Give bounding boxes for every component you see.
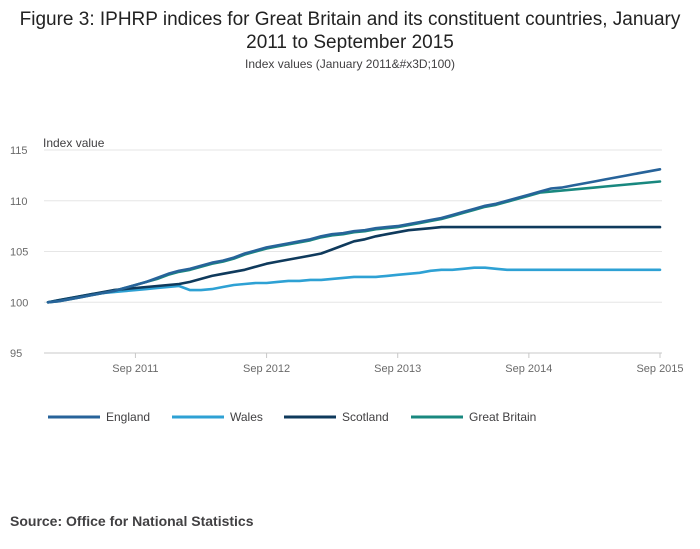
- x-tick-label: Sep 2013: [374, 363, 421, 375]
- legend-label-scotland[interactable]: Scotland: [342, 410, 389, 424]
- x-axis-ticks: Sep 2011 Sep 2012 Sep 2013 Sep 2014 Sep 2015: [112, 353, 684, 375]
- y-tick-label: 95: [10, 348, 22, 360]
- series-line-scotland[interactable]: [46, 225, 662, 304]
- y-tick-label: 100: [10, 297, 28, 309]
- series-lines: [46, 168, 662, 304]
- chart-subtitle: Index values (January 2011&#x3D;100): [245, 57, 455, 71]
- y-axis-ticks: 95 100 105 110 115: [10, 145, 28, 360]
- source-note: Source: Office for National Statistics: [10, 513, 254, 529]
- gridlines: [44, 149, 662, 354]
- series-line-england[interactable]: [46, 168, 662, 304]
- chart-title: Figure 3: IPHRP indices for Great Britai…: [19, 9, 681, 53]
- x-tick-label: Sep 2015: [636, 363, 683, 375]
- x-tick-label: Sep 2014: [505, 363, 552, 375]
- y-tick-label: 115: [10, 145, 28, 157]
- series-line-wales[interactable]: [46, 266, 662, 304]
- legend-label-wales[interactable]: Wales: [230, 410, 263, 424]
- legend: England Wales Scotland Great Britain: [48, 410, 536, 424]
- x-tick-label: Sep 2012: [243, 363, 290, 375]
- legend-label-great-britain[interactable]: Great Britain: [469, 410, 536, 424]
- y-tick-label: 105: [10, 247, 28, 259]
- x-tick-label: Sep 2011: [112, 363, 158, 375]
- y-tick-label: 110: [10, 196, 28, 208]
- y-axis-title: Index value: [43, 136, 105, 150]
- legend-label-england[interactable]: England: [106, 410, 150, 424]
